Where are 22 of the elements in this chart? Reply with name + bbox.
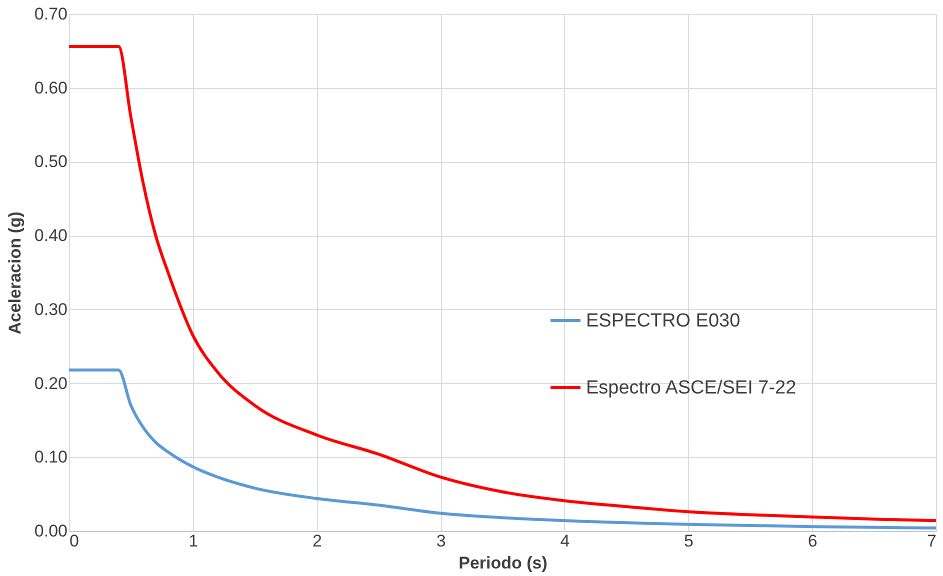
x-tick-label: 6 [808,532,818,550]
y-tick-label: 0.50 [34,152,68,172]
y-tick-label: 0.70 [34,4,68,24]
x-tick-label: 1 [188,532,198,550]
x-tick-label: 4 [560,532,570,550]
y-tick-label: 0.60 [34,78,68,98]
y-axis-title: Aceleracion (g) [5,212,24,334]
line-series [68,44,938,522]
x-tick-label: 0 [70,532,79,550]
y-tick-label: 0.10 [34,448,68,467]
y-tick-label: 0.00 [34,522,68,540]
x-axis-title: Periodo (s) [458,554,548,572]
line-series [68,368,938,530]
x-tick-label: 2 [312,532,322,550]
y-tick-label: 0.20 [34,374,68,393]
y-tick-label: 0.30 [34,300,68,319]
x-tick-label: 5 [684,532,694,550]
y-tick-label: 0.40 [34,226,68,246]
legend-label: Espectro ASCE/SEI 7-22 [586,378,796,398]
legend-label: ESPECTRO E030 [586,310,740,332]
x-tick-label: 7 [927,532,936,550]
x-tick-label: 3 [436,532,446,550]
